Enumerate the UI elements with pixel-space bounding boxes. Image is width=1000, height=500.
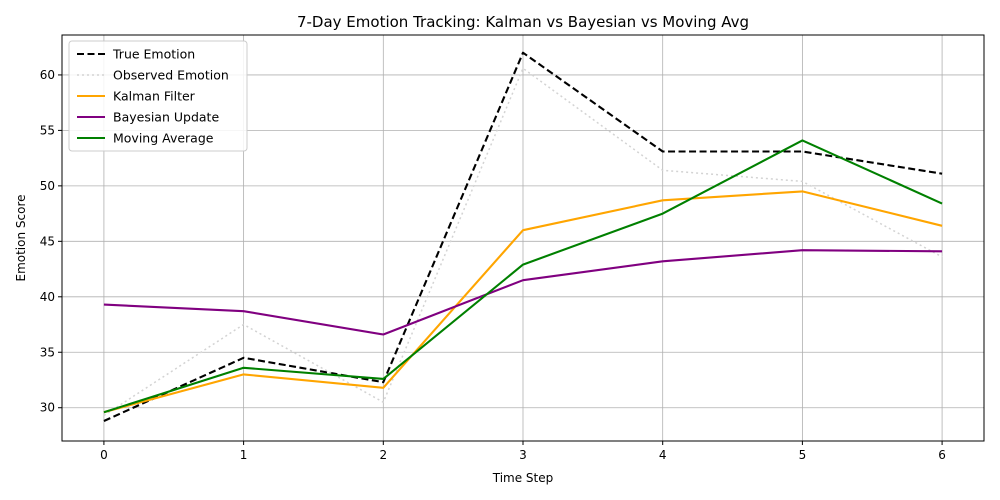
x-tick-label: 0 <box>100 448 108 462</box>
series-lines <box>103 51 943 422</box>
legend: True Emotion Observed Emotion Kalman Filte… <box>68 40 248 152</box>
x-tick-label: 4 <box>659 448 667 462</box>
x-tick-label: 5 <box>799 448 807 462</box>
series-line-moving-average <box>103 139 943 414</box>
y-tick-label: 55 <box>40 123 55 137</box>
grid <box>62 35 984 441</box>
series-line-kalman-filter <box>103 190 943 414</box>
legend-entry: Kalman Filter <box>113 89 196 104</box>
x-tick-label: 6 <box>938 448 946 462</box>
x-tick-label: 2 <box>379 448 387 462</box>
y-axis-label: Emotion Score <box>14 194 28 281</box>
y-tick-label: 40 <box>40 290 55 304</box>
x-tick-label: 3 <box>519 448 527 462</box>
series-line-bayesian-update <box>103 249 943 336</box>
chart-title: 7-Day Emotion Tracking: Kalman vs Bayesi… <box>297 13 749 31</box>
x-tick-label: 1 <box>240 448 248 462</box>
series-line-observed-emotion <box>103 67 943 417</box>
y-tick-label: 60 <box>40 68 55 82</box>
y-tick-label: 45 <box>40 234 55 248</box>
x-axis-label: Time Step <box>492 471 554 485</box>
legend-entry: Moving Average <box>113 131 214 146</box>
series-line-true-emotion <box>103 51 943 422</box>
y-tick-label: 30 <box>40 401 55 415</box>
y-tick-label: 35 <box>40 345 55 359</box>
y-tick-label: 50 <box>40 179 55 193</box>
legend-box <box>68 40 248 152</box>
legend-entry: Bayesian Update <box>113 110 219 125</box>
legend-entry: True Emotion <box>112 47 195 62</box>
legend-entry: Observed Emotion <box>113 68 229 83</box>
